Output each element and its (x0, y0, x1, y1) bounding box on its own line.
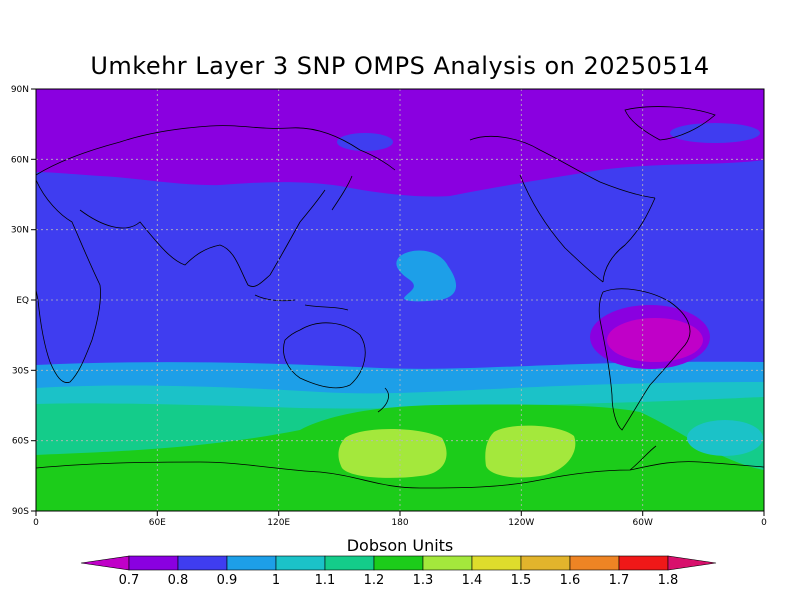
colorbar-tick-label: 1.3 (413, 573, 434, 588)
x-tick-label: 120W (508, 518, 534, 528)
colorbar-over-triangle (667, 555, 717, 571)
x-tick-label: 60W (633, 518, 653, 528)
axis-ticks (31, 88, 765, 516)
x-tick-label: 120E (267, 518, 290, 528)
colorbar-segment (275, 555, 326, 571)
colorbar-segment (128, 555, 179, 571)
colorbar-tick-label: 1.8 (658, 573, 679, 588)
x-axis-labels: 0 60E 120E 180 120W 60W 0 (33, 518, 767, 528)
colorbar-tick-label: 0.7 (119, 573, 140, 588)
x-tick-label: 0 (761, 518, 767, 528)
colorbar-under-triangle (80, 555, 130, 571)
x-tick-label: 60E (149, 518, 166, 528)
colorbar-segment (324, 555, 375, 571)
colorbar-tick-label: 1.4 (462, 573, 483, 588)
colorbar-segment (471, 555, 522, 571)
y-tick-label: 30S (12, 366, 29, 376)
colorbar-tick-label: 0.9 (217, 573, 238, 588)
colorbar-tick-label: 1.2 (364, 573, 385, 588)
y-tick-label: 60S (12, 437, 29, 447)
y-tick-label: 30N (11, 226, 29, 236)
grid-lines (36, 89, 764, 511)
colorbar-segment (569, 555, 620, 571)
y-axis-labels: 90N 60N 30N EQ 30S 60S 90S (11, 85, 29, 517)
colorbar: 0.7 0.8 0.9 1 1.1 1.2 1.3 1.4 1.5 1.6 1.7 1.8 (80, 555, 717, 588)
colorbar-tick-label: 1.5 (511, 573, 532, 588)
colorbar-segment (618, 555, 669, 571)
colorbar-tick-label: 1 (272, 573, 280, 588)
y-tick-label: EQ (16, 296, 29, 306)
colorbar-tick-label: 1.1 (315, 573, 336, 588)
y-tick-label: 60N (11, 155, 29, 165)
y-tick-label: 90N (11, 85, 29, 95)
colorbar-segment (422, 555, 473, 571)
colorbar-segment (226, 555, 277, 571)
colorbar-segment (520, 555, 571, 571)
y-tick-label: 90S (12, 507, 29, 517)
colorbar-segment (373, 555, 424, 571)
colorbar-tick-label: 1.6 (560, 573, 581, 588)
map-title: Umkehr Layer 3 SNP OMPS Analysis on 2025… (90, 52, 710, 80)
x-tick-label: 0 (33, 518, 39, 528)
colorbar-tick-label: 1.7 (609, 573, 630, 588)
colorbar-tick-label: 0.8 (168, 573, 189, 588)
x-tick-label: 180 (391, 518, 408, 528)
colorbar-segment (177, 555, 228, 571)
colorbar-title: Dobson Units (346, 536, 454, 555)
